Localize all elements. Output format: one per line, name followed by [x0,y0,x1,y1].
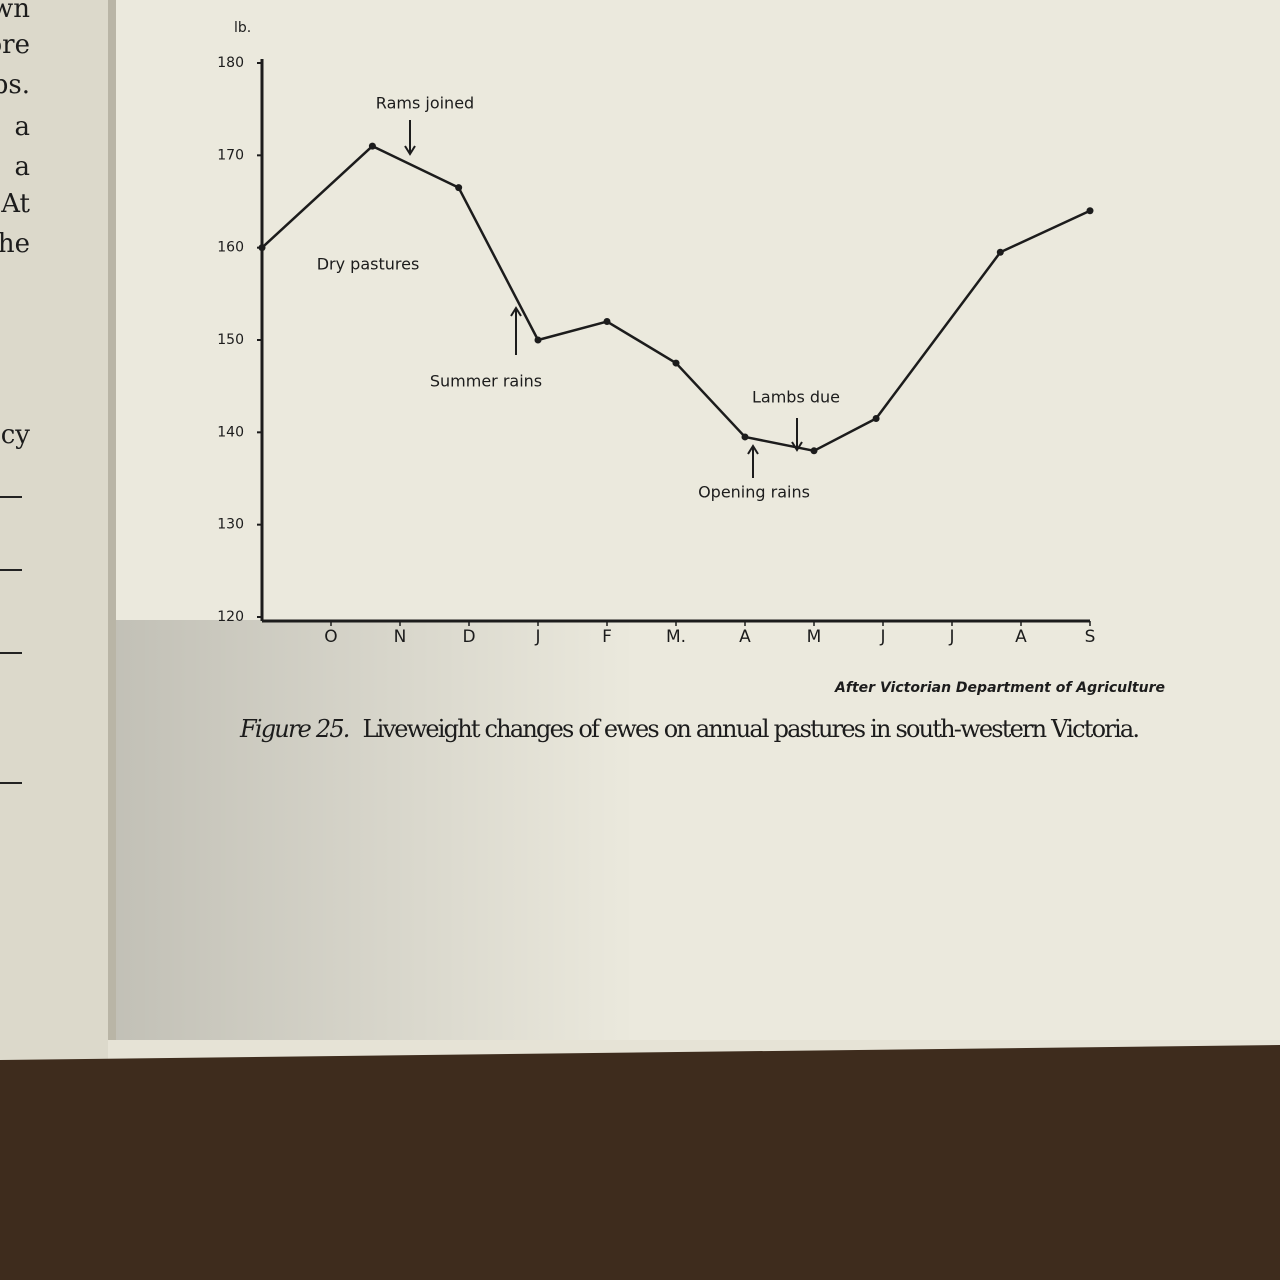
annotation: Lambs due [752,388,840,407]
data-point [1086,207,1094,215]
data-point [872,414,880,422]
x-tick-label: J [948,627,954,647]
chart: lb. 120 130 140 150 160 170 180 O N D J F M. A M J J A S Ram… [217,20,1095,647]
facing-page-word: ps. [0,70,30,100]
data-point [534,336,542,344]
facing-page-word: At [0,189,30,219]
x-tick-label: O [324,627,337,647]
annotation: Rams joined [376,94,474,113]
source-credit: After Victorian Department of Agricultur… [834,680,1165,696]
annotation: Opening rains [698,483,810,502]
x-tick-label: S [1085,627,1096,647]
annotation: Dry pastures [317,255,420,274]
facing-page-text: wn ore ps. aa At he cy [0,0,31,784]
data-point [258,244,266,252]
x-tick-label: M. [666,627,686,647]
data-point [455,184,463,192]
x-tick-label: N [394,627,407,647]
y-tick-label: 150 [217,332,244,348]
data-point [741,433,749,441]
arrow-head [510,306,522,317]
y-tick-label: 120 [217,609,244,625]
x-tick-label: J [534,627,540,647]
caption: Figure 25. Liveweight changes of ewes on… [239,715,1140,743]
facing-page-word: ore [0,30,30,60]
data-point [672,359,680,367]
facing-page-word: cy [1,420,31,450]
data-point [368,142,376,150]
facing-page-word: a [14,152,30,182]
x-tick-label: D [462,627,475,647]
facing-page [0,0,108,1070]
x-tick-label: A [1015,627,1027,647]
x-tick-label: M [807,627,822,647]
page-gutter [108,0,116,1040]
caption-label: Figure 25. [239,715,350,743]
arrow-head [791,441,803,452]
x-tick-label: A [739,627,751,647]
facing-page-word: a [14,112,30,142]
x-tick-label: F [602,627,612,647]
shadow [116,620,636,1040]
facing-page-word: he [0,229,30,259]
y-tick-label: 140 [217,424,244,440]
data-point [810,447,818,455]
data-point [996,248,1004,256]
arrow-head [404,145,416,156]
annotation: Summer rains [430,372,542,391]
data-point [603,318,611,326]
facing-page-word: wn [0,0,30,24]
y-tick-label: 180 [217,55,244,71]
table [0,1045,1280,1280]
arrow-head [747,444,759,455]
y-tick-label: 160 [217,240,244,256]
y-tick-label: 170 [217,147,244,163]
y-tick-label: 130 [217,517,244,533]
caption-text: Liveweight changes of ewes on annual pas… [362,715,1140,743]
x-tick-label: J [879,627,885,647]
y-axis-label: lb. [234,20,251,36]
